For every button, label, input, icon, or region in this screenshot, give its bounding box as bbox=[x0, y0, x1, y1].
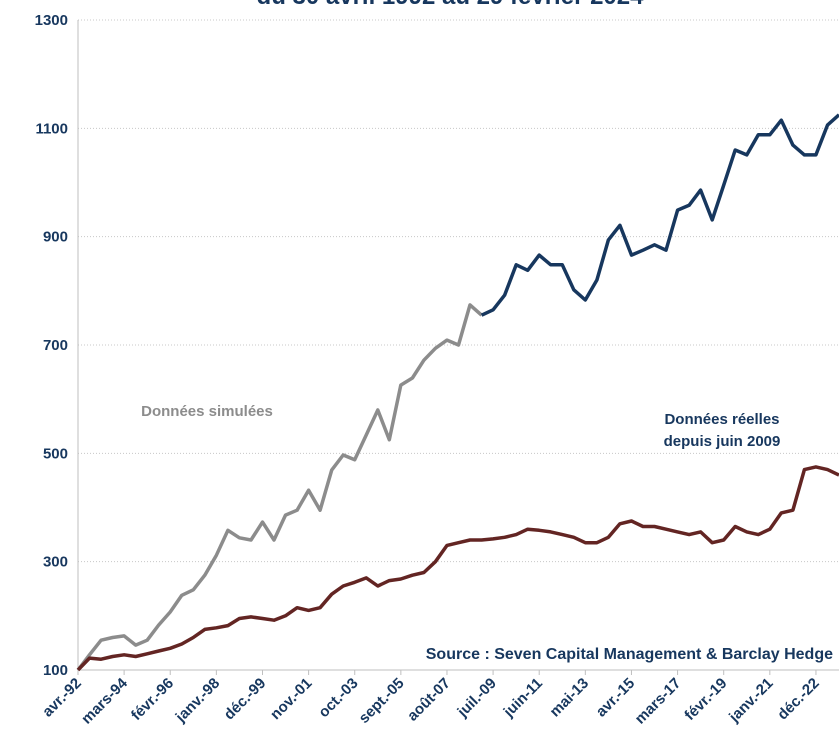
x-tick-label: nov.-01 bbox=[267, 675, 315, 723]
x-tick-label: sept.-05 bbox=[356, 675, 408, 727]
y-tick-label: 1100 bbox=[35, 120, 68, 137]
x-tick-label: déc.-22 bbox=[774, 675, 823, 724]
annotation: depuis juin 2009 bbox=[664, 433, 781, 450]
annotation: Données simulées bbox=[141, 403, 273, 420]
series-line bbox=[480, 113, 839, 317]
x-tick-label: mars-94 bbox=[78, 674, 131, 727]
annotation: Données réelles bbox=[664, 411, 779, 428]
y-tick-label: 900 bbox=[43, 229, 68, 246]
y-tick-label: 700 bbox=[43, 337, 68, 354]
x-tick-label: mars-17 bbox=[632, 675, 685, 728]
y-tick-label: 500 bbox=[43, 445, 68, 462]
chart-title: du 30 avril 1992 au 29 février 2024 bbox=[257, 0, 645, 10]
y-tick-label: 300 bbox=[43, 554, 68, 571]
x-tick-label: mai-13 bbox=[547, 675, 593, 721]
x-tick-label: avr.-15 bbox=[593, 675, 639, 721]
x-tick-label: août-07 bbox=[404, 675, 454, 725]
x-tick-label: oct.-03 bbox=[315, 675, 361, 721]
y-tick-label: 1300 bbox=[35, 12, 68, 29]
series-line bbox=[76, 303, 483, 672]
series-line bbox=[76, 465, 839, 672]
x-tick-label: avr.-92 bbox=[39, 675, 85, 721]
x-tick-label: févr.-19 bbox=[681, 675, 730, 724]
x-tick-label: juin-11 bbox=[500, 675, 546, 721]
x-tick-label: juil.-09 bbox=[454, 675, 500, 721]
y-tick-label: 100 bbox=[43, 662, 68, 679]
x-tick-label: déc.-99 bbox=[221, 675, 270, 724]
x-tick-label: févr.-96 bbox=[128, 675, 177, 724]
x-tick-label: janv.-98 bbox=[172, 675, 223, 726]
x-tick-label: janv.-21 bbox=[725, 675, 776, 726]
source-note: Source : Seven Capital Management & Barc… bbox=[426, 646, 833, 663]
